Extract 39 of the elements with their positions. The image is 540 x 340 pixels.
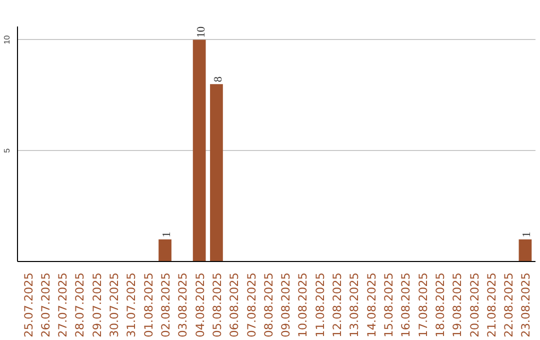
- x-tick-label: 17.08.2025: [416, 272, 430, 338]
- x-tick-label: 15.08.2025: [381, 272, 396, 338]
- x-tick-label: 20.08.2025: [467, 272, 482, 338]
- x-tick-label: 21.08.2025: [484, 272, 498, 338]
- data-label: 1: [521, 232, 534, 238]
- x-tick-label: 12.08.2025: [330, 272, 344, 338]
- bar: [158, 239, 172, 262]
- y-tick-label: 5: [2, 148, 12, 153]
- x-tick-label: 31.07.2025: [124, 272, 138, 338]
- bar: [518, 239, 532, 262]
- x-tick-label: 26.07.2025: [38, 272, 52, 338]
- x-tick-label: 14.08.2025: [364, 272, 378, 338]
- x-tick-label: 25.07.2025: [21, 272, 36, 338]
- x-tick-label: 01.08.2025: [141, 272, 156, 338]
- x-tick-label: 19.08.2025: [450, 272, 464, 338]
- bar: [192, 40, 206, 262]
- x-tick-label: 03.08.2025: [176, 272, 190, 338]
- x-tick-label: 13.08.2025: [347, 272, 362, 338]
- bar: [210, 84, 223, 262]
- data-label: 8: [212, 76, 224, 82]
- x-tick-label: 29.07.2025: [90, 272, 104, 338]
- x-tick-label: 02.08.2025: [158, 272, 173, 338]
- data-label: 10: [195, 26, 208, 38]
- x-tick-label: 28.07.2025: [72, 272, 87, 338]
- x-tick-label: 08.08.2025: [261, 272, 276, 338]
- x-tick-label: 23.08.2025: [518, 272, 533, 338]
- x-tick-label: 07.08.2025: [244, 272, 258, 338]
- data-label: 1: [161, 232, 174, 238]
- x-tick-label: 30.07.2025: [107, 272, 122, 338]
- x-tick-label: 04.08.2025: [192, 272, 207, 338]
- x-tick-label: 18.08.2025: [432, 272, 447, 338]
- x-tick-label: 10.08.2025: [296, 272, 310, 338]
- x-tick-label: 27.07.2025: [56, 272, 70, 338]
- x-tick-label: 05.08.2025: [210, 272, 224, 338]
- x-tick-label: 16.08.2025: [398, 272, 413, 338]
- x-tick-label: 09.08.2025: [278, 272, 293, 338]
- x-tick-label: 11.08.2025: [312, 272, 327, 338]
- x-tick-label: 06.08.2025: [227, 272, 242, 338]
- x-tick-label: 22.08.2025: [502, 272, 516, 338]
